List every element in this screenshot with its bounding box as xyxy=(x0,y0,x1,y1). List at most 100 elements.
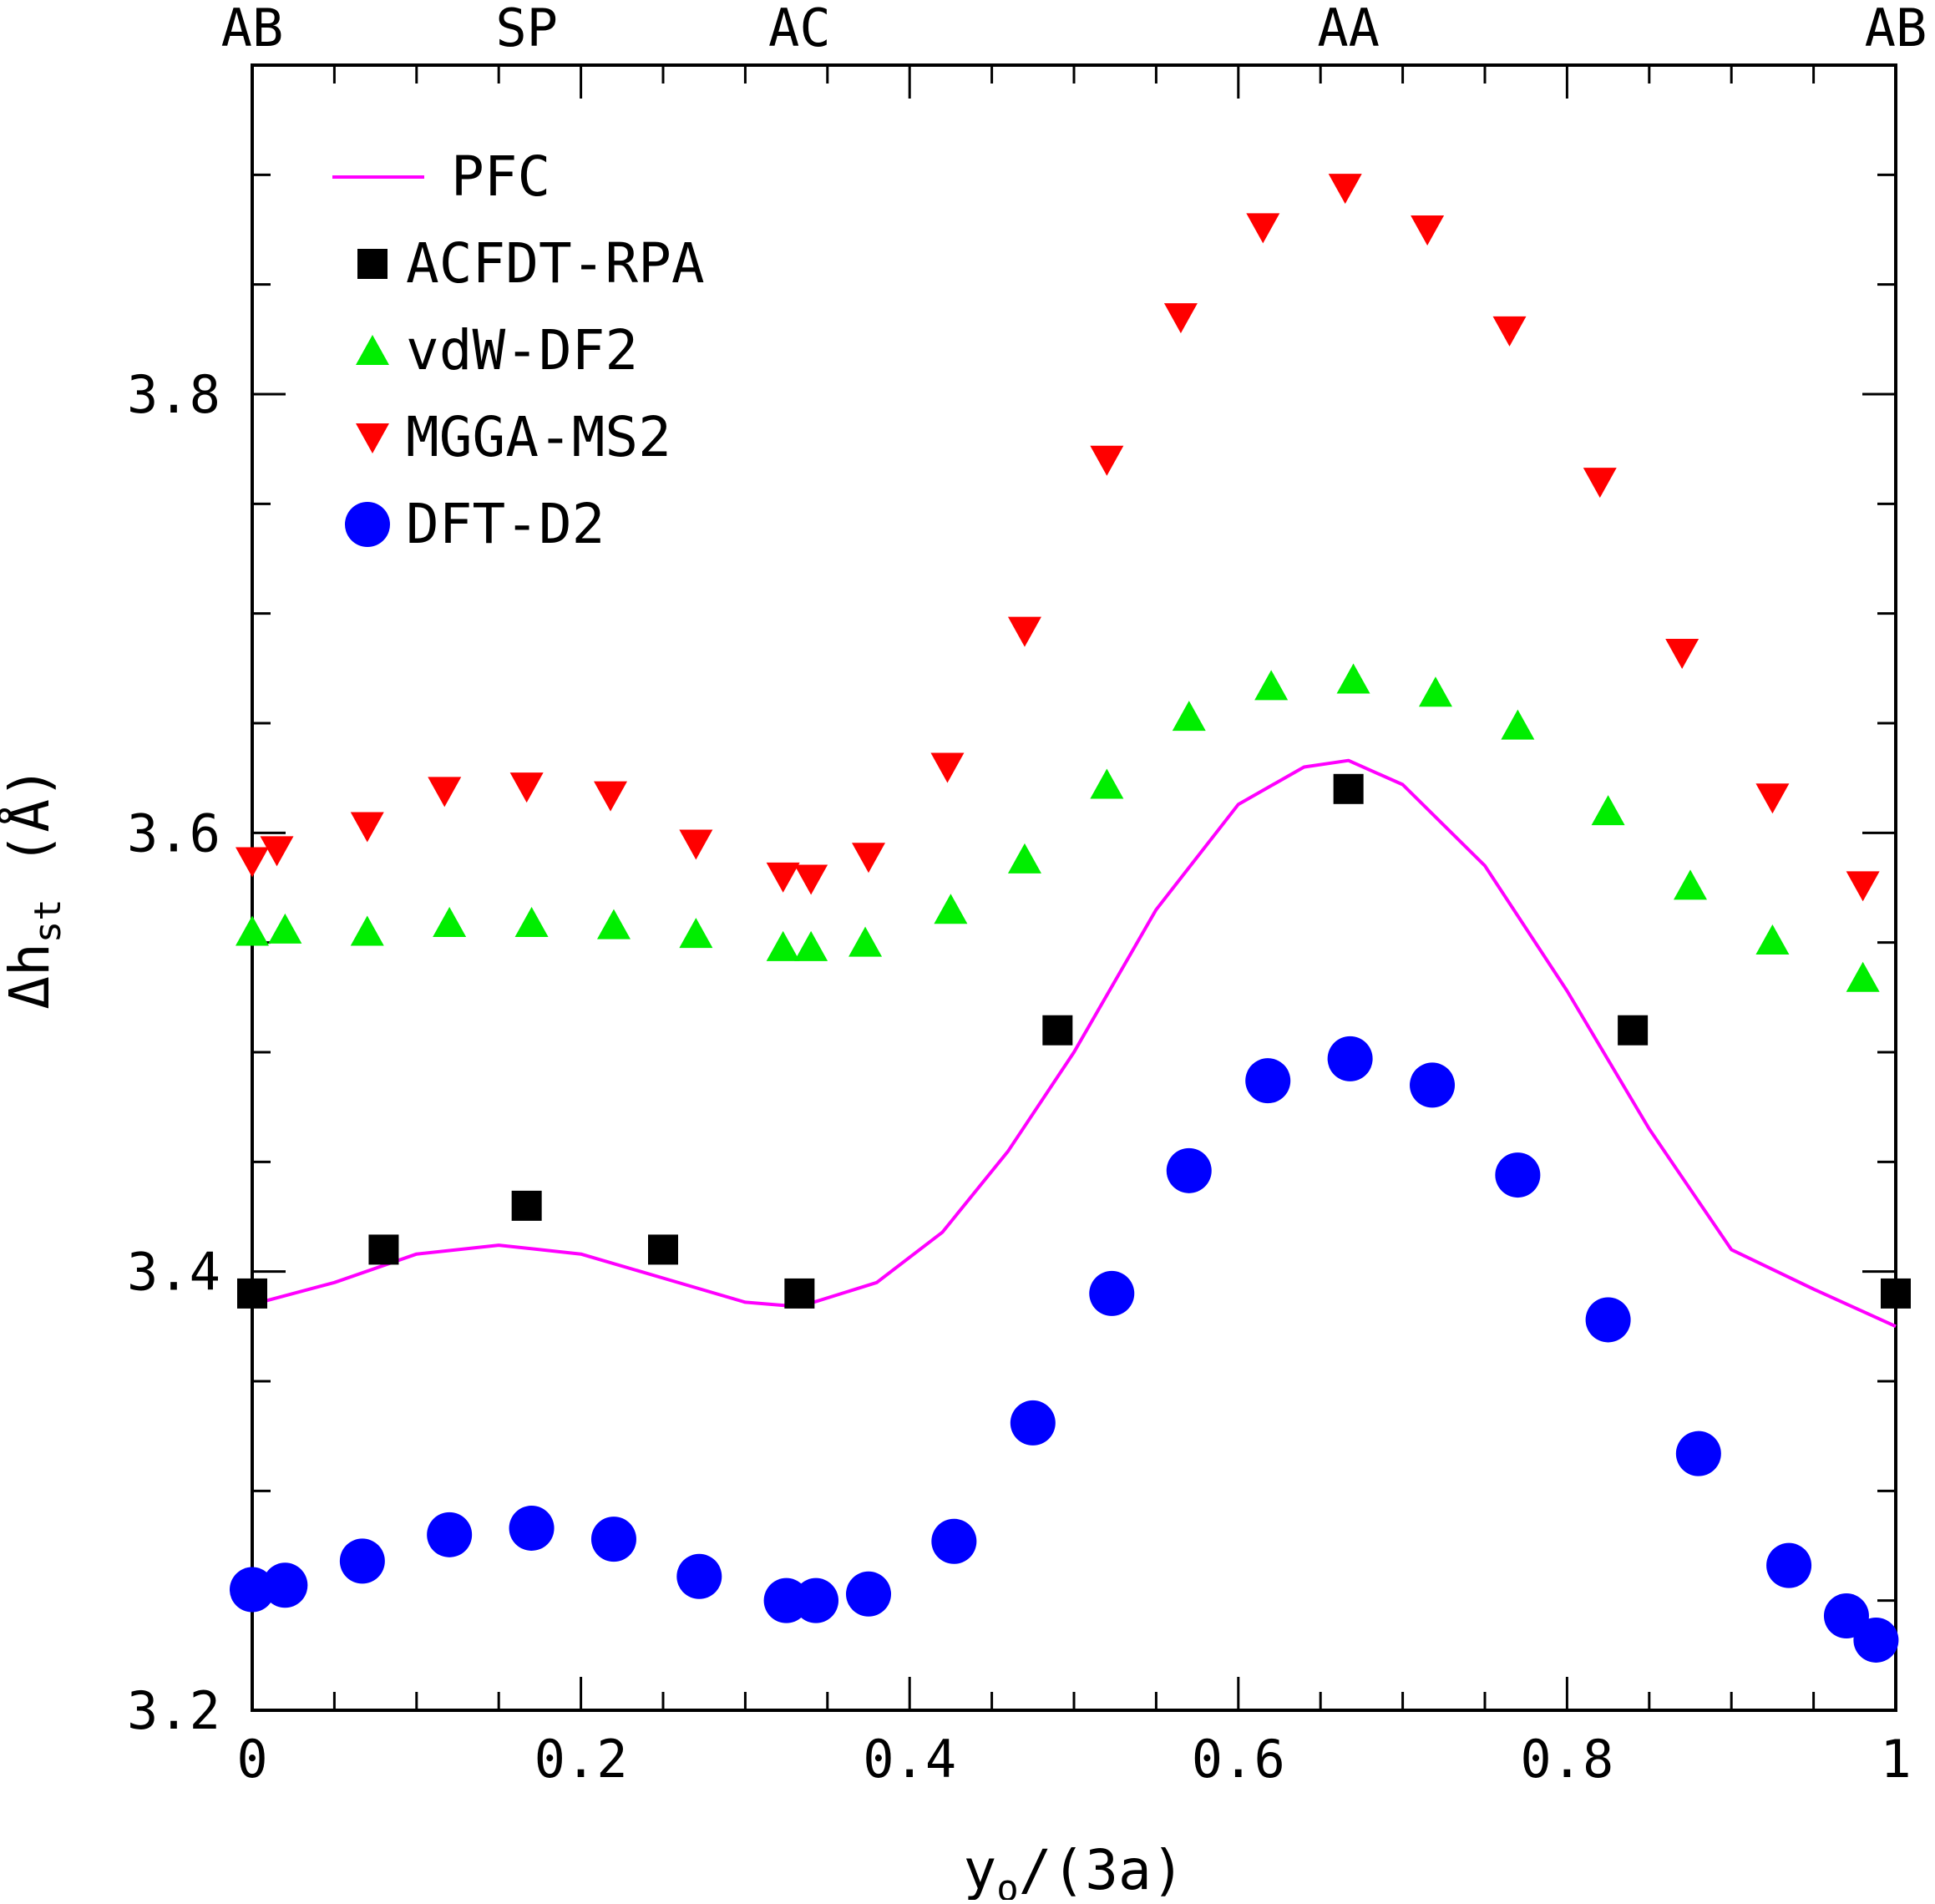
top-axis-label: SP xyxy=(495,0,558,58)
data-point-mgga-ms2 xyxy=(794,864,828,895)
series-line-pfc xyxy=(251,758,1897,1329)
data-point-vdw-df2 xyxy=(794,930,828,961)
legend-label: vdW-DF2 xyxy=(406,318,638,382)
data-point-dft-d2 xyxy=(262,1562,308,1608)
series-dft-d2 xyxy=(230,1036,1899,1663)
data-point-vdw-df2 xyxy=(433,907,467,938)
x-axis-title: yo/(3a) xyxy=(964,1838,1185,1900)
data-point-dft-d2 xyxy=(931,1518,977,1564)
x-tick-label: 0 xyxy=(236,1729,267,1790)
series-vdw-df2 xyxy=(236,663,1880,992)
data-point-dft-d2 xyxy=(1010,1400,1056,1446)
data-point-dft-d2 xyxy=(1675,1431,1721,1476)
data-point-vdw-df2 xyxy=(1418,676,1452,707)
data-point-mgga-ms2 xyxy=(1583,468,1617,499)
x-tick-labels: 0 0.2 0.4 0.6 0.8 1 xyxy=(236,1729,1911,1790)
data-point-mgga-ms2 xyxy=(1846,871,1880,902)
legend-swatch xyxy=(345,502,390,547)
data-point-mgga-ms2 xyxy=(509,772,544,803)
axis-ticks xyxy=(251,63,1897,1712)
x-tick-label: 0.6 xyxy=(1192,1729,1285,1790)
data-point-mgga-ms2 xyxy=(1246,213,1280,244)
data-point-mgga-ms2 xyxy=(1163,303,1198,334)
data-point-dft-d2 xyxy=(1166,1147,1212,1193)
y-tick-label: 3.6 xyxy=(127,803,220,863)
data-point-mgga-ms2 xyxy=(1411,215,1445,246)
legend-swatch xyxy=(356,335,389,365)
data-point-vdw-df2 xyxy=(766,930,800,961)
data-point-vdw-df2 xyxy=(350,915,384,946)
data-point-vdw-df2 xyxy=(1674,869,1707,900)
data-point-dft-d2 xyxy=(509,1505,555,1551)
data-point-dft-d2 xyxy=(1089,1270,1135,1316)
data-point-dft-d2 xyxy=(590,1517,636,1562)
data-point-mgga-ms2 xyxy=(930,752,965,783)
data-point-vdw-df2 xyxy=(514,907,549,938)
data-point-vdw-df2 xyxy=(1591,795,1625,826)
data-point-vdw-df2 xyxy=(1846,961,1880,992)
legend-label: MGGA-MS2 xyxy=(406,405,671,469)
data-point-mgga-ms2 xyxy=(852,843,885,874)
data-point-vdw-df2 xyxy=(268,913,302,944)
legend-swatch xyxy=(356,423,389,453)
data-point-acfdt-rpa xyxy=(1333,773,1364,804)
data-point-dft-d2 xyxy=(676,1553,722,1599)
data-point-acfdt-rpa xyxy=(511,1190,542,1221)
data-point-vdw-df2 xyxy=(1755,924,1790,955)
data-point-mgga-ms2 xyxy=(766,862,800,893)
data-point-mgga-ms2 xyxy=(679,829,713,860)
legend-label: DFT-D2 xyxy=(406,492,605,556)
data-point-mgga-ms2 xyxy=(1492,316,1527,347)
x-tick-label: 1 xyxy=(1880,1729,1911,1790)
data-point-mgga-ms2 xyxy=(260,836,294,867)
data-point-dft-d2 xyxy=(230,1567,275,1613)
data-point-vdw-df2 xyxy=(848,926,883,957)
data-point-vdw-df2 xyxy=(679,918,713,949)
x-tick-label: 0.4 xyxy=(863,1729,956,1790)
top-axis-labels: AB SP AC AA AB xyxy=(221,0,1927,58)
data-point-vdw-df2 xyxy=(934,894,968,924)
series-mgga-ms2 xyxy=(236,174,1880,902)
legend-label: ACFDT-RPA xyxy=(406,231,705,296)
data-point-mgga-ms2 xyxy=(236,847,269,878)
data-point-dft-d2 xyxy=(846,1571,891,1617)
data-point-vdw-df2 xyxy=(1007,843,1041,874)
y-tick-label: 3.2 xyxy=(127,1680,220,1741)
x-tick-label: 0.8 xyxy=(1520,1729,1613,1790)
data-point-vdw-df2 xyxy=(1090,768,1124,799)
series-pfc xyxy=(251,758,1897,1329)
data-point-acfdt-rpa xyxy=(368,1234,399,1265)
data-point-dft-d2 xyxy=(427,1512,473,1557)
data-point-mgga-ms2 xyxy=(594,781,628,812)
data-point-acfdt-rpa xyxy=(237,1278,267,1309)
data-point-vdw-df2 xyxy=(1254,670,1289,701)
y-tick-label: 3.8 xyxy=(127,364,220,425)
data-point-dft-d2 xyxy=(1495,1152,1541,1198)
data-point-mgga-ms2 xyxy=(1328,174,1362,205)
data-point-acfdt-rpa xyxy=(1618,1015,1649,1046)
top-axis-label: AA xyxy=(1317,0,1380,58)
y-axis-title: Δhst (Å) xyxy=(0,766,69,1009)
data-point-vdw-df2 xyxy=(1172,701,1206,732)
top-axis-label: AC xyxy=(768,0,831,58)
y-tick-labels: 3.2 3.4 3.6 3.8 xyxy=(127,364,220,1741)
data-point-mgga-ms2 xyxy=(1755,783,1790,814)
data-point-mgga-ms2 xyxy=(1665,638,1699,669)
data-point-mgga-ms2 xyxy=(1090,445,1124,476)
legend-swatch xyxy=(357,249,388,279)
data-point-dft-d2 xyxy=(1245,1058,1291,1104)
data-point-dft-d2 xyxy=(1853,1617,1899,1663)
data-point-dft-d2 xyxy=(1410,1062,1456,1108)
data-point-acfdt-rpa xyxy=(784,1278,815,1309)
plot-frame xyxy=(251,63,1897,1712)
data-point-acfdt-rpa xyxy=(1881,1278,1911,1309)
x-tick-label: 0.2 xyxy=(534,1729,628,1790)
series-acfdt-rpa xyxy=(237,773,1911,1309)
data-point-mgga-ms2 xyxy=(1007,616,1041,647)
data-point-vdw-df2 xyxy=(236,915,269,946)
data-point-mgga-ms2 xyxy=(428,777,462,808)
data-point-dft-d2 xyxy=(339,1538,385,1584)
data-point-dft-d2 xyxy=(793,1577,839,1623)
data-point-vdw-df2 xyxy=(1336,663,1370,694)
